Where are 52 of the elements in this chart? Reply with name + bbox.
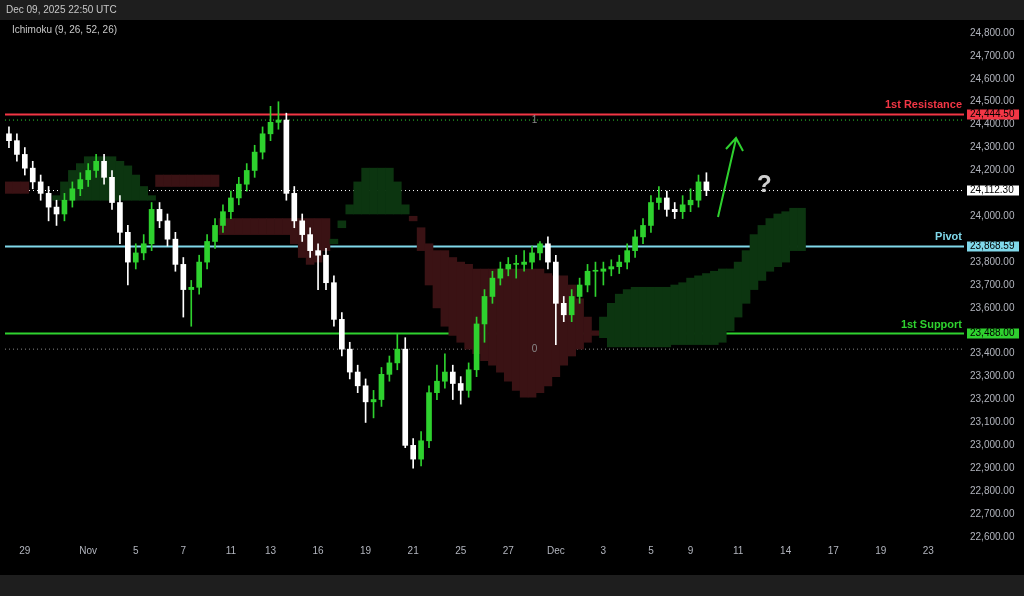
y-tick-label: 23,300.00 [970,370,1015,382]
y-tick-label: 24,444.50 [970,108,1015,120]
y-tick-label: 24,600.00 [970,72,1015,84]
x-tick-label: 19 [875,544,887,556]
y-tick-label: 22,600.00 [970,530,1015,542]
x-tick-label: 7 [180,544,187,556]
x-tick-label: 29 [19,544,31,556]
ref-line-label: 1st Support [900,317,963,330]
x-tick-label: Nov [79,544,98,556]
x-tick-label: 5 [648,544,655,556]
y-tick-label: 23,700.00 [970,278,1015,290]
y-tick-label: 24,112.30 [970,184,1015,196]
y-tick-label: 22,900.00 [970,462,1015,474]
y-tick-label: 24,800.00 [970,26,1015,38]
y-tick-label: 22,800.00 [970,484,1015,496]
x-tick-label: 16 [312,544,325,556]
y-tick-label: 24,200.00 [970,164,1015,176]
y-tick-label: 24,000.00 [970,210,1015,222]
x-tick-label: 3 [600,544,607,556]
y-tick-label: 23,000.00 [970,439,1015,451]
x-tick-label: 21 [407,544,420,556]
x-tick-label: 17 [827,544,840,556]
annotation: ? [757,170,772,198]
y-tick-label: 24,400.00 [970,118,1015,130]
x-tick-label: 19 [360,544,372,556]
x-tick-label: 23 [922,544,935,556]
x-tick-label: 9 [687,544,694,556]
x-tick-label: Dec [546,544,565,556]
x-tick-label: 13 [264,544,277,556]
chart-title: Dec 09, 2025 22:50 UTC [6,4,117,15]
annotation: 0 [531,342,538,354]
x-tick-label: 11 [732,544,744,556]
y-tick-label: 24,700.00 [970,49,1015,61]
ref-line-label: Pivot [935,230,963,243]
x-tick-label: 27 [502,544,515,556]
x-tick-label: 25 [455,544,467,556]
y-tick-label: 23,400.00 [970,347,1015,359]
y-tick-label: 23,800.00 [970,255,1015,267]
ref-line-label: 1st Resistance [884,98,962,111]
y-tick-label: 24,300.00 [970,141,1015,153]
x-tick-label: 5 [132,544,139,556]
x-tick-label: 14 [780,544,792,556]
chart-subtitle: Ichimoku (9, 26, 52, 26) [12,24,118,35]
y-tick-label: 23,868.59 [970,240,1015,252]
y-tick-label: 23,600.00 [970,301,1015,313]
y-tick-label: 22,700.00 [970,507,1015,519]
annotation: 1 [531,113,538,125]
y-tick-label: 24,500.00 [970,95,1015,107]
y-tick-label: 23,488.00 [970,327,1015,339]
x-tick-label: 11 [225,544,237,556]
y-tick-label: 23,200.00 [970,393,1015,405]
y-tick-label: 23,100.00 [970,416,1015,428]
